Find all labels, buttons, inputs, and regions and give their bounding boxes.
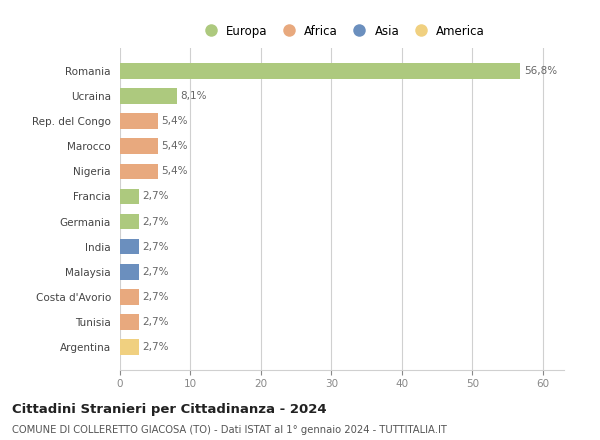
Text: 2,7%: 2,7% — [143, 216, 169, 227]
Bar — [120, 189, 139, 204]
Text: 2,7%: 2,7% — [143, 242, 169, 252]
Bar — [120, 314, 139, 330]
Text: 5,4%: 5,4% — [161, 141, 188, 151]
Bar — [120, 164, 158, 179]
Legend: Europa, Africa, Asia, America: Europa, Africa, Asia, America — [197, 22, 487, 40]
Bar — [120, 63, 520, 79]
Text: Cittadini Stranieri per Cittadinanza - 2024: Cittadini Stranieri per Cittadinanza - 2… — [12, 403, 326, 416]
Text: 5,4%: 5,4% — [161, 166, 188, 176]
Text: 8,1%: 8,1% — [181, 91, 207, 101]
Bar — [120, 88, 177, 104]
Text: 56,8%: 56,8% — [524, 66, 557, 76]
Text: 2,7%: 2,7% — [143, 342, 169, 352]
Text: 5,4%: 5,4% — [161, 116, 188, 126]
Bar — [120, 289, 139, 305]
Text: 2,7%: 2,7% — [143, 317, 169, 327]
Text: 2,7%: 2,7% — [143, 191, 169, 202]
Bar — [120, 139, 158, 154]
Bar — [120, 113, 158, 129]
Text: 2,7%: 2,7% — [143, 267, 169, 277]
Text: 2,7%: 2,7% — [143, 292, 169, 302]
Bar — [120, 239, 139, 254]
Text: COMUNE DI COLLERETTO GIACOSA (TO) - Dati ISTAT al 1° gennaio 2024 - TUTTITALIA.I: COMUNE DI COLLERETTO GIACOSA (TO) - Dati… — [12, 425, 447, 435]
Bar — [120, 214, 139, 229]
Bar — [120, 339, 139, 355]
Bar — [120, 264, 139, 279]
